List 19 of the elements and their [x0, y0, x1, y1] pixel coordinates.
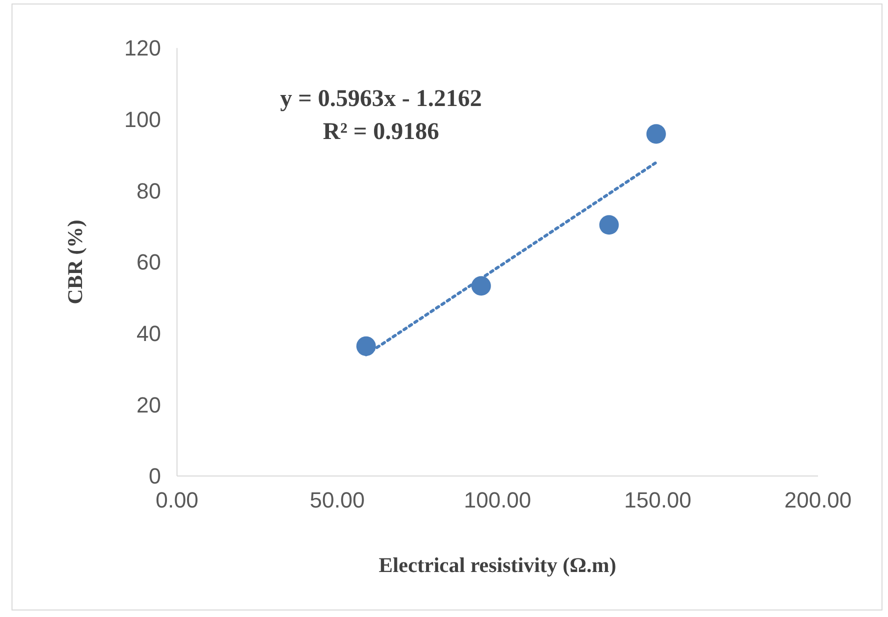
y-tick-label: 80 [136, 178, 161, 204]
y-tick-label: 60 [136, 250, 161, 275]
x-tick-label: 200.00 [784, 488, 852, 513]
point [646, 124, 666, 144]
y-tick-label: 120 [124, 36, 161, 61]
y-tick-label: 100 [124, 107, 161, 132]
x-axis-title: Electrical resistivity (Ω.m) [378, 553, 616, 577]
point [599, 215, 619, 235]
x-tick-label: 50.00 [310, 488, 365, 513]
x-tick-label: 0.00 [156, 488, 198, 513]
x-tick-label: 150.00 [624, 488, 692, 513]
y-tick-label: 0 [148, 464, 161, 489]
annotation: R² = 0.9186 [322, 119, 440, 145]
x-tick-label: 100.00 [464, 488, 532, 513]
annotation: y = 0.5963x - 1.2162 [280, 86, 482, 112]
point [356, 336, 376, 356]
y-tick-label: 40 [136, 321, 161, 346]
y-axis-title: CBR (%) [63, 220, 87, 304]
y-tick-label: 20 [136, 392, 161, 418]
